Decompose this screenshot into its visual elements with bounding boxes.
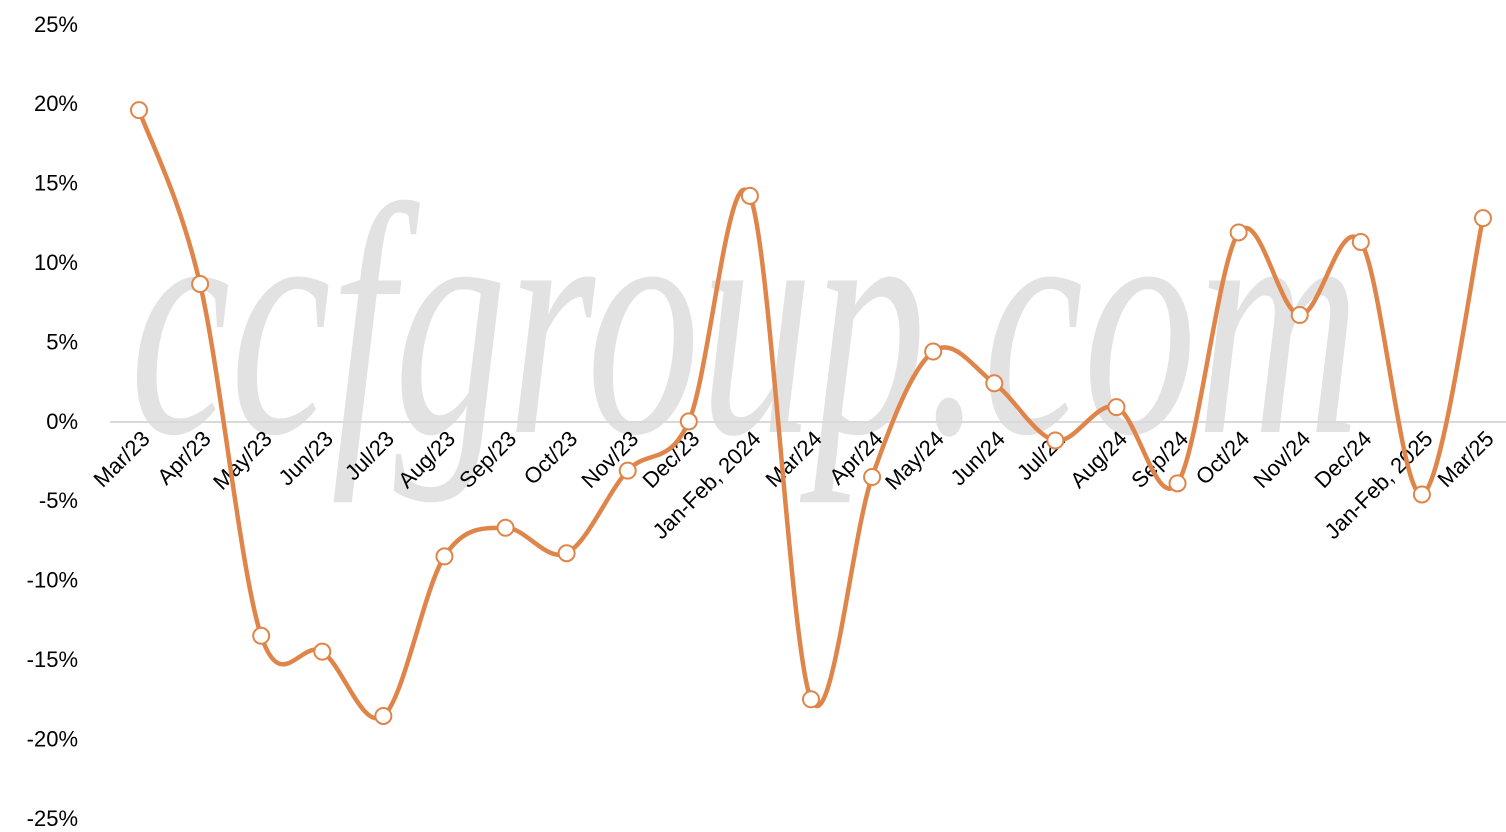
marker [252, 626, 271, 645]
y-tick-label: -10% [27, 568, 78, 593]
marker [191, 275, 210, 294]
marker [374, 706, 393, 725]
marker [863, 467, 882, 486]
marker [1351, 232, 1370, 251]
y-tick-label: -15% [27, 647, 78, 672]
marker [1046, 431, 1065, 450]
y-tick-label: 20% [34, 91, 78, 116]
marker [1107, 398, 1126, 417]
y-tick-label: 15% [34, 171, 78, 196]
y-tick-label: -5% [39, 488, 78, 513]
marker [924, 342, 943, 361]
marker [1474, 209, 1492, 228]
y-tick-label: 10% [34, 250, 78, 275]
marker [1412, 485, 1431, 504]
marker [802, 690, 820, 709]
marker [618, 461, 637, 480]
y-tick-label: 25% [34, 12, 78, 37]
marker [679, 412, 698, 431]
marker [130, 101, 148, 120]
marker [496, 518, 515, 537]
marker [1168, 474, 1187, 493]
marker [557, 544, 576, 563]
marker [985, 374, 1004, 393]
y-tick-label: 0% [46, 409, 78, 434]
y-tick-label: -25% [27, 806, 78, 831]
marker [1229, 223, 1248, 242]
marker [435, 547, 454, 566]
marker [740, 186, 759, 205]
y-tick-label: -20% [27, 726, 78, 751]
y-tick-label: 5% [46, 329, 78, 354]
marker [1290, 306, 1309, 325]
marker [313, 642, 332, 661]
